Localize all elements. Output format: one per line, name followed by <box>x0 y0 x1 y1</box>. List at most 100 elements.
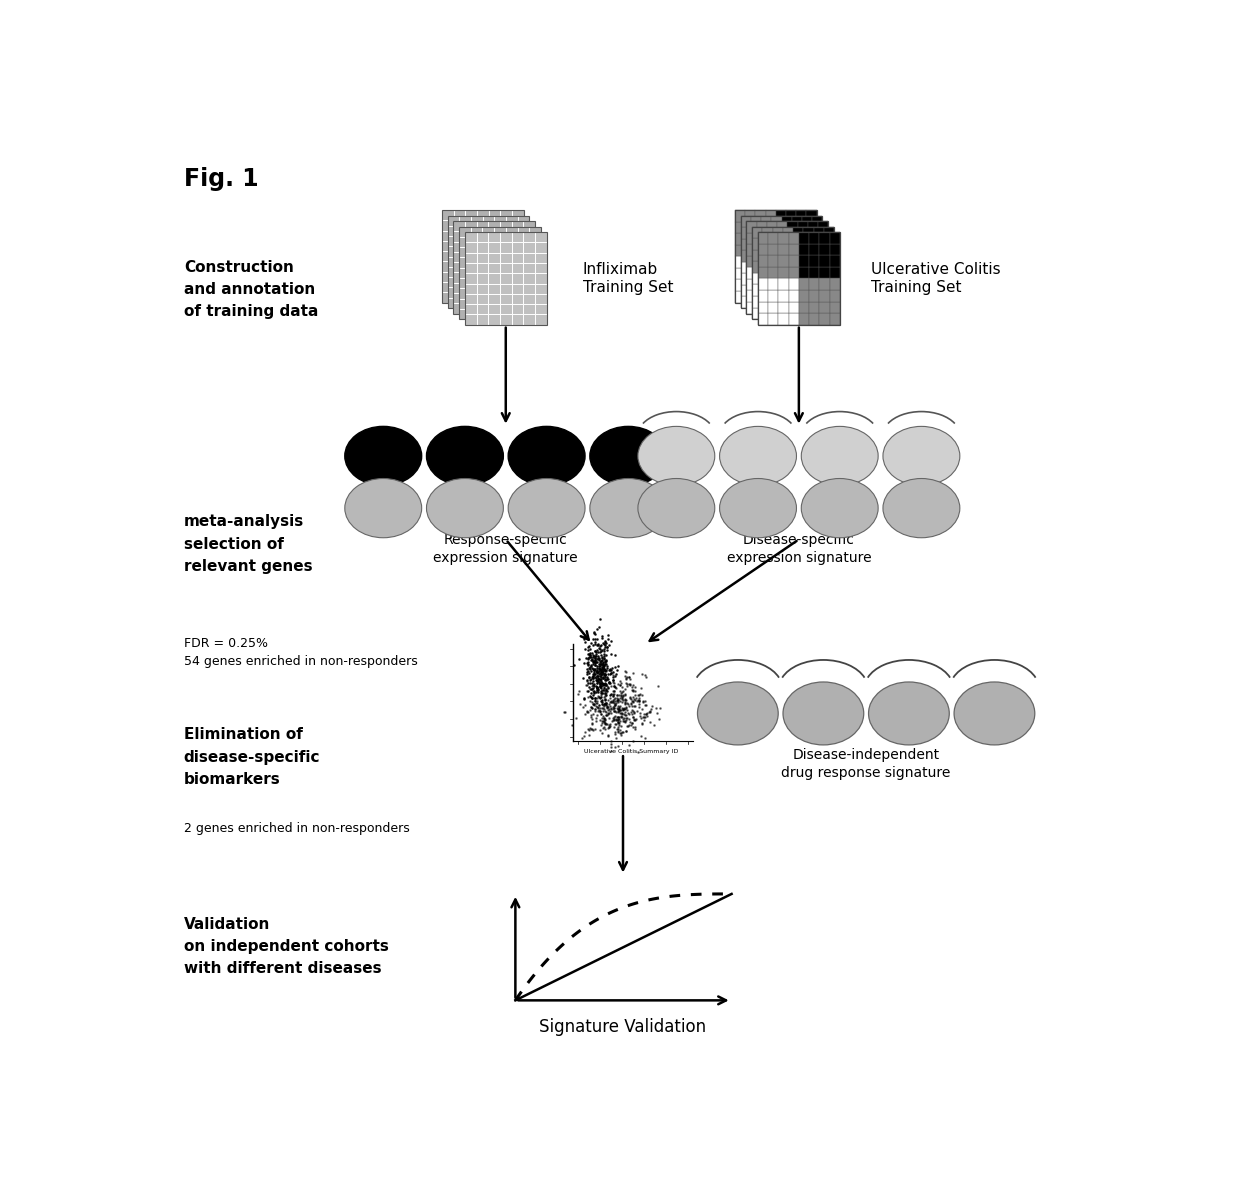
Point <box>609 700 629 719</box>
Point <box>587 677 606 696</box>
Point <box>591 657 611 677</box>
Bar <box>465 282 476 293</box>
Bar <box>476 293 489 304</box>
Point <box>588 659 608 678</box>
Point <box>596 694 616 713</box>
Bar <box>482 288 495 298</box>
Point <box>618 674 637 694</box>
Point <box>578 655 598 674</box>
Point <box>610 720 630 739</box>
Bar <box>454 272 465 282</box>
Point <box>610 688 630 707</box>
Point <box>600 716 620 736</box>
Point <box>580 661 600 680</box>
Bar <box>806 221 817 233</box>
Bar <box>804 261 813 273</box>
Point <box>629 685 649 704</box>
Bar <box>787 233 797 244</box>
Bar <box>794 250 804 261</box>
Point <box>575 639 595 659</box>
Point <box>610 712 630 731</box>
Point <box>630 684 650 703</box>
Bar <box>782 273 794 285</box>
Point <box>582 656 601 676</box>
Bar <box>512 232 523 243</box>
Bar <box>820 255 830 267</box>
Bar <box>745 221 755 233</box>
Bar <box>751 215 761 227</box>
Point <box>582 650 601 670</box>
Point <box>613 689 632 708</box>
Text: Construction
and annotation
of training data: Construction and annotation of training … <box>184 260 319 320</box>
Point <box>601 677 621 696</box>
Bar <box>512 282 523 293</box>
Point <box>585 689 605 708</box>
Bar <box>529 257 541 268</box>
Point <box>594 674 614 694</box>
Point <box>588 648 608 667</box>
Point <box>582 720 601 739</box>
Bar <box>756 233 766 244</box>
Bar <box>776 279 786 291</box>
Bar <box>471 246 482 257</box>
Point <box>582 633 601 653</box>
Bar <box>776 221 786 233</box>
Bar <box>792 215 802 227</box>
Bar <box>802 239 812 250</box>
Bar <box>465 231 476 242</box>
Bar <box>489 221 500 231</box>
Point <box>609 721 629 740</box>
Bar <box>755 291 765 303</box>
Point <box>598 665 618 684</box>
Bar <box>448 278 459 287</box>
Point <box>587 674 606 694</box>
Point <box>577 662 596 682</box>
Bar <box>761 297 771 308</box>
Bar <box>735 210 745 221</box>
Bar <box>512 231 523 240</box>
Bar <box>482 246 495 257</box>
Point <box>595 686 615 706</box>
Ellipse shape <box>782 682 864 745</box>
Point <box>588 677 608 696</box>
Bar <box>806 245 817 256</box>
Point <box>616 668 636 688</box>
Point <box>578 719 598 738</box>
Point <box>589 659 609 678</box>
Point <box>625 690 645 709</box>
Point <box>589 688 609 707</box>
Bar <box>753 285 763 296</box>
Bar <box>495 246 506 257</box>
Point <box>575 649 595 668</box>
Point <box>584 660 604 679</box>
Point <box>634 707 653 726</box>
Bar <box>820 279 830 290</box>
Bar <box>746 221 828 314</box>
Point <box>604 682 624 701</box>
Bar <box>782 238 794 250</box>
Point <box>587 662 606 682</box>
Point <box>584 647 604 666</box>
Bar <box>441 210 454 220</box>
Bar <box>799 279 808 290</box>
Point <box>605 725 625 744</box>
Bar <box>804 238 813 250</box>
Point <box>589 635 609 654</box>
Point <box>621 702 641 721</box>
Bar <box>763 238 773 250</box>
Point <box>574 632 594 651</box>
Point <box>608 700 627 719</box>
Point <box>594 666 614 685</box>
Point <box>616 708 636 727</box>
Bar <box>500 315 512 325</box>
Point <box>579 678 599 697</box>
Bar <box>523 242 536 252</box>
Point <box>589 660 609 679</box>
Point <box>580 645 600 665</box>
Bar <box>506 215 517 226</box>
Bar <box>465 251 477 261</box>
Point <box>591 678 611 697</box>
Point <box>596 650 616 670</box>
Ellipse shape <box>637 478 714 537</box>
Point <box>604 671 624 690</box>
